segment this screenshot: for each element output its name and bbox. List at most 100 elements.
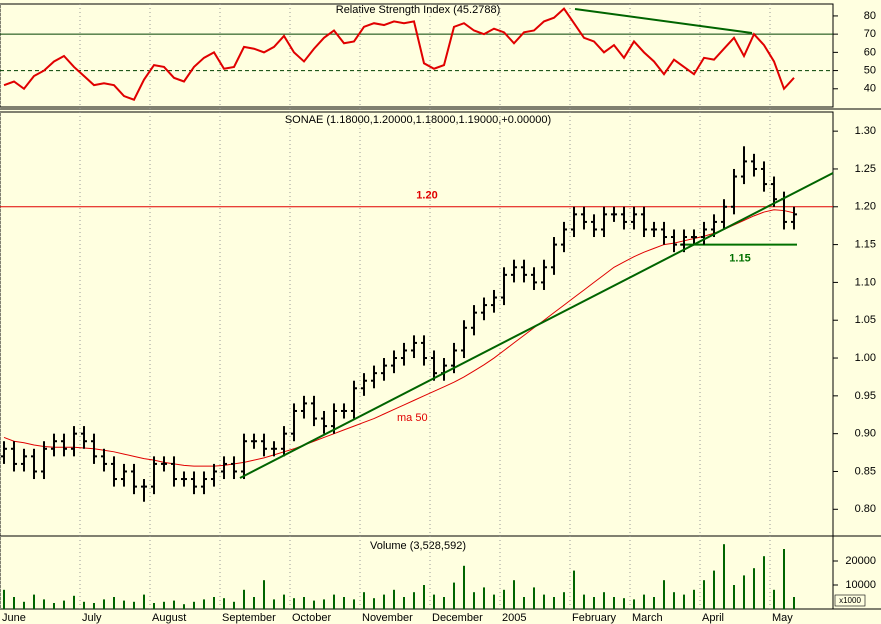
- unit-label: x1000: [839, 596, 861, 605]
- volume-bar: [183, 604, 185, 609]
- x-tick-label: May: [772, 612, 793, 624]
- y-tick-label: 0.85: [855, 465, 876, 477]
- y-tick-label: 20000: [845, 555, 876, 567]
- volume-bar: [753, 568, 755, 609]
- y-tick-label: 60: [864, 46, 876, 58]
- volume-bar: [663, 580, 665, 609]
- volume-bar: [243, 589, 245, 609]
- volume-bar: [363, 592, 365, 609]
- volume-bar: [623, 598, 625, 609]
- y-tick-label: 1.30: [855, 125, 876, 137]
- rsi-panel: [0, 3, 834, 108]
- series-label: ma 50: [397, 412, 428, 424]
- x-tick-label: July: [82, 612, 102, 624]
- volume-bar: [703, 580, 705, 609]
- y-tick-label: 0.90: [855, 428, 876, 440]
- volume-bar: [643, 594, 645, 609]
- volume-bar: [383, 594, 385, 609]
- y-tick-label: 70: [864, 28, 876, 40]
- price-title: SONAE (1.18000,1.20000,1.18000,1.19000,+…: [285, 114, 551, 126]
- volume-bar: [783, 549, 785, 609]
- volume-bar: [553, 597, 555, 609]
- level-label: 1.20: [416, 190, 437, 202]
- content: June July August September October November De…: [0, 4, 876, 624]
- volume-bar: [293, 598, 295, 609]
- x-tick-label: October: [292, 612, 331, 624]
- y-tick-label: 1.15: [855, 238, 876, 250]
- volume-bar: [423, 585, 425, 609]
- volume-bar: [353, 599, 355, 609]
- volume-bar: [133, 601, 135, 609]
- volume-bar: [733, 585, 735, 609]
- volume-bar: [523, 597, 525, 609]
- volume-bar: [413, 592, 415, 609]
- x-tick-label: December: [432, 612, 483, 624]
- rsi-line: [3, 7, 795, 101]
- volume-bar: [153, 603, 155, 609]
- volume-bar: [593, 597, 595, 609]
- rsi-trend-line: [574, 8, 753, 34]
- x-tick-label: February: [572, 612, 617, 624]
- volume-bar: [563, 592, 565, 609]
- level-label: 1.15: [729, 252, 750, 264]
- volume-bar: [433, 594, 435, 609]
- volume-bar: [763, 556, 765, 609]
- volume-bar: [503, 589, 505, 609]
- volume-bar: [483, 587, 485, 609]
- volume-bar: [473, 592, 475, 609]
- volume-bar: [13, 597, 15, 609]
- volume-bar: [203, 599, 205, 609]
- volume-bar: [393, 589, 395, 609]
- volume-bar: [173, 600, 175, 609]
- volume-bar: [43, 599, 45, 609]
- volume-bar: [223, 598, 225, 609]
- volume-bar: [163, 601, 165, 609]
- volume-bar: [233, 601, 235, 609]
- x-tick-label: August: [152, 612, 186, 624]
- x-tick-label: March: [632, 612, 663, 624]
- x-tick-label: June: [2, 612, 26, 624]
- volume-bar: [73, 595, 75, 609]
- volume-bar: [263, 580, 265, 609]
- volume-bar: [603, 592, 605, 609]
- volume-bar: [673, 592, 675, 609]
- y-tick-label: 0.95: [855, 390, 876, 402]
- volume-bar: [683, 594, 685, 609]
- volume-bar: [63, 600, 65, 609]
- y-tick-label: 1.10: [855, 276, 876, 288]
- volume-bar: [313, 600, 315, 609]
- volume-bar: [613, 597, 615, 609]
- volume-bar: [93, 603, 95, 609]
- volume-bar: [333, 594, 335, 609]
- volume-bar: [633, 599, 635, 609]
- volume-bar: [193, 601, 195, 609]
- volume-bar: [123, 600, 125, 609]
- volume-bar: [323, 599, 325, 609]
- volume-bar: [693, 589, 695, 609]
- volume-bar: [743, 575, 745, 609]
- volume-bar: [463, 565, 465, 609]
- volume-bar: [723, 544, 725, 609]
- y-tick-label: 40: [864, 83, 876, 95]
- volume-bar: [83, 601, 85, 609]
- volume-bar: [453, 582, 455, 609]
- y-tick-label: 10000: [845, 579, 876, 591]
- volume-bar: [213, 597, 215, 609]
- volume-bar: [533, 587, 535, 609]
- price-trend-line: [239, 172, 834, 479]
- y-tick-label: 0.80: [855, 503, 876, 515]
- volume-bar: [53, 603, 55, 609]
- x-tick-label: September: [222, 612, 276, 624]
- x-tick-label: 2005: [502, 612, 526, 624]
- volume-bar: [273, 599, 275, 609]
- volume-bar: [103, 599, 105, 609]
- price-panel: [0, 111, 834, 537]
- unit-box: [834, 594, 866, 607]
- volume-bar: [343, 597, 345, 609]
- y-tick-label: 1.20: [855, 201, 876, 213]
- volume-bar: [33, 594, 35, 609]
- volume-bar: [23, 601, 25, 609]
- volume-bar: [773, 589, 775, 609]
